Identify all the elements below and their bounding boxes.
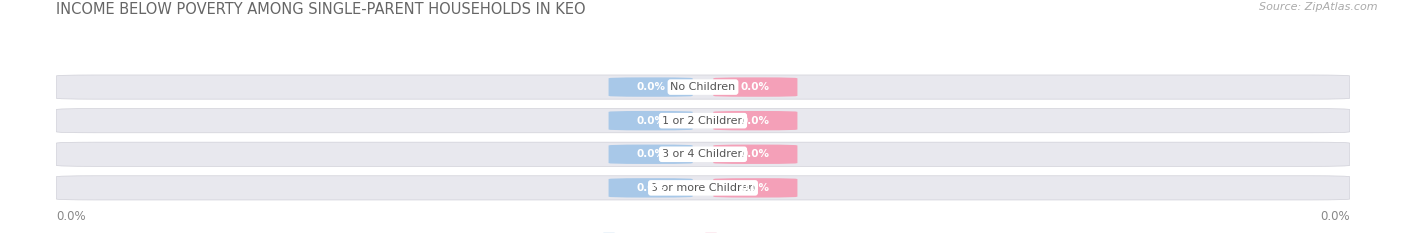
- Text: 0.0%: 0.0%: [741, 116, 770, 126]
- FancyBboxPatch shape: [713, 77, 797, 97]
- FancyBboxPatch shape: [56, 142, 1350, 166]
- Text: 0.0%: 0.0%: [636, 82, 665, 92]
- Text: 0.0%: 0.0%: [741, 183, 770, 193]
- Text: 0.0%: 0.0%: [636, 183, 665, 193]
- FancyBboxPatch shape: [56, 109, 1350, 133]
- Text: 0.0%: 0.0%: [636, 116, 665, 126]
- Text: 0.0%: 0.0%: [1320, 210, 1350, 223]
- Text: 1 or 2 Children: 1 or 2 Children: [662, 116, 744, 126]
- FancyBboxPatch shape: [609, 145, 693, 164]
- Text: INCOME BELOW POVERTY AMONG SINGLE-PARENT HOUSEHOLDS IN KEO: INCOME BELOW POVERTY AMONG SINGLE-PARENT…: [56, 2, 586, 17]
- Text: 0.0%: 0.0%: [56, 210, 86, 223]
- Text: No Children: No Children: [671, 82, 735, 92]
- FancyBboxPatch shape: [609, 111, 693, 130]
- Text: 0.0%: 0.0%: [636, 149, 665, 159]
- FancyBboxPatch shape: [713, 111, 797, 130]
- FancyBboxPatch shape: [713, 178, 797, 198]
- FancyBboxPatch shape: [713, 145, 797, 164]
- Text: 0.0%: 0.0%: [741, 149, 770, 159]
- FancyBboxPatch shape: [56, 176, 1350, 200]
- FancyBboxPatch shape: [56, 75, 1350, 99]
- FancyBboxPatch shape: [609, 178, 693, 198]
- Text: 0.0%: 0.0%: [741, 82, 770, 92]
- Text: 5 or more Children: 5 or more Children: [651, 183, 755, 193]
- Text: 3 or 4 Children: 3 or 4 Children: [662, 149, 744, 159]
- FancyBboxPatch shape: [609, 77, 693, 97]
- Text: Source: ZipAtlas.com: Source: ZipAtlas.com: [1260, 2, 1378, 12]
